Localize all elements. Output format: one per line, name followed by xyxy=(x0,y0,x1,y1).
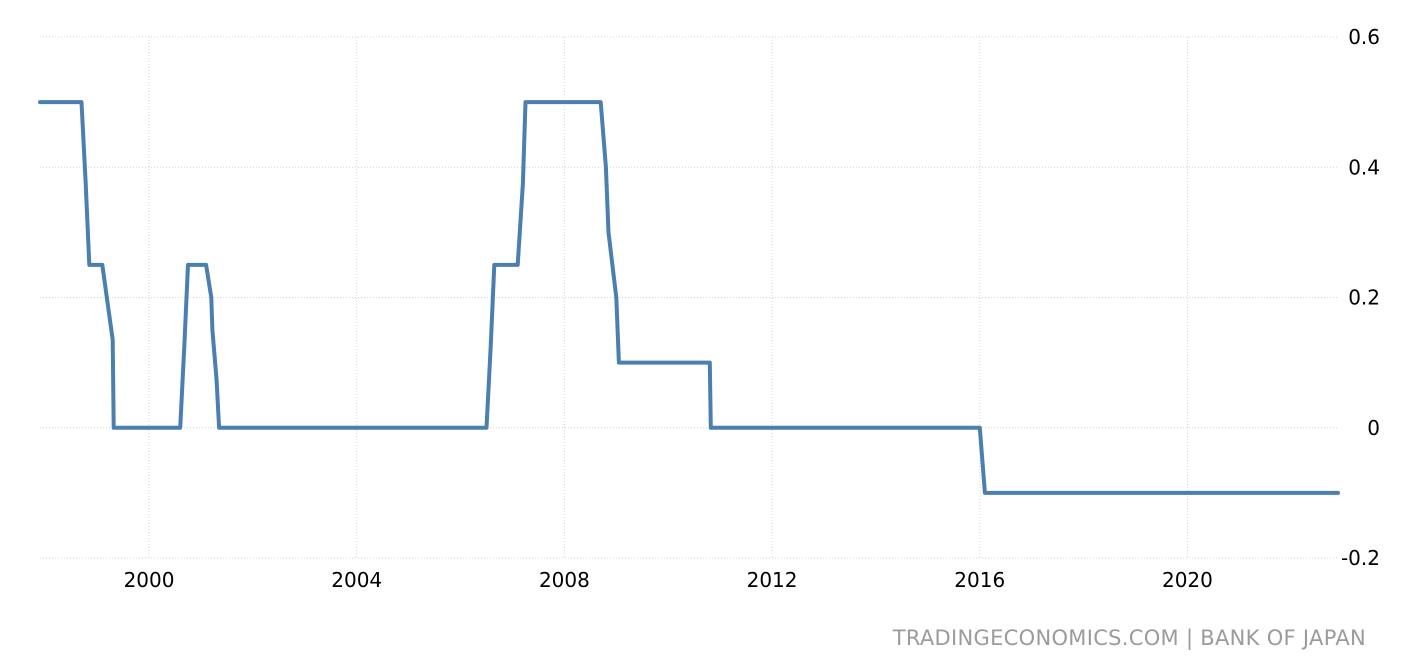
x-tick-label: 2012 xyxy=(747,568,798,592)
x-tick-label: 2000 xyxy=(124,568,175,592)
y-tick-label: 0.4 xyxy=(1348,155,1380,179)
horizontal-grid-lines xyxy=(40,36,1338,559)
y-tick-label: -0.2 xyxy=(1341,546,1380,570)
source-attribution: TRADINGECONOMICS.COM | BANK OF JAPAN xyxy=(892,626,1366,650)
x-axis-tick-labels: 2000 2004 2008 2012 2016 2020 xyxy=(124,568,1213,592)
x-tick-label: 2008 xyxy=(539,568,590,592)
y-tick-label: 0 xyxy=(1367,416,1380,440)
y-axis-tick-labels: 0.6 0.4 0.2 0 -0.2 xyxy=(1341,25,1380,570)
x-tick-label: 2016 xyxy=(954,568,1005,592)
x-tick-label: 2020 xyxy=(1162,568,1213,592)
x-tick-label: 2004 xyxy=(331,568,382,592)
series-line-0 xyxy=(38,100,1340,495)
y-tick-label: 0.6 xyxy=(1348,25,1380,49)
series-group xyxy=(38,100,1340,495)
y-tick-label: 0.2 xyxy=(1348,286,1380,310)
